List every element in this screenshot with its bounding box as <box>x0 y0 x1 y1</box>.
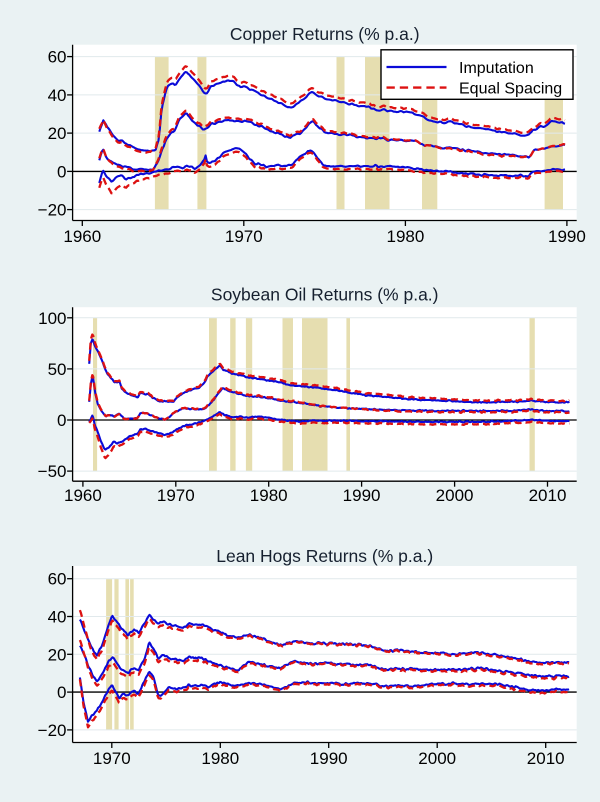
svg-text:Equal Spacing: Equal Spacing <box>459 81 562 98</box>
svg-text:100: 100 <box>38 309 66 328</box>
svg-text:2000: 2000 <box>436 486 474 505</box>
svg-text:1980: 1980 <box>386 227 424 246</box>
svg-text:−50: −50 <box>38 462 67 481</box>
svg-text:1970: 1970 <box>157 486 195 505</box>
svg-text:0: 0 <box>57 683 66 702</box>
svg-text:60: 60 <box>48 48 67 67</box>
svg-text:60: 60 <box>48 570 67 589</box>
svg-text:2010: 2010 <box>527 749 565 768</box>
svg-text:1970: 1970 <box>225 227 263 246</box>
svg-text:40: 40 <box>48 608 67 627</box>
svg-text:0: 0 <box>57 162 66 181</box>
svg-text:20: 20 <box>48 645 67 664</box>
svg-text:−20: −20 <box>38 721 67 740</box>
svg-text:Lean Hogs Returns (% p.a.): Lean Hogs Returns (% p.a.) <box>216 546 433 566</box>
svg-text:1990: 1990 <box>343 486 381 505</box>
svg-text:40: 40 <box>48 86 67 105</box>
svg-text:1980: 1980 <box>201 749 239 768</box>
svg-text:1990: 1990 <box>548 227 586 246</box>
svg-text:−20: −20 <box>38 201 67 220</box>
svg-text:2000: 2000 <box>418 749 456 768</box>
svg-text:Copper Returns (% p.a.): Copper Returns (% p.a.) <box>230 24 420 44</box>
svg-text:1980: 1980 <box>250 486 288 505</box>
svg-text:1960: 1960 <box>64 486 102 505</box>
svg-text:Soybean Oil Returns (% p.a.): Soybean Oil Returns (% p.a.) <box>211 285 439 305</box>
svg-text:1990: 1990 <box>310 749 348 768</box>
svg-text:20: 20 <box>48 124 67 143</box>
svg-text:50: 50 <box>48 360 67 379</box>
svg-text:1970: 1970 <box>93 749 131 768</box>
svg-text:0: 0 <box>57 411 66 430</box>
svg-text:1960: 1960 <box>63 227 101 246</box>
svg-text:2010: 2010 <box>529 486 567 505</box>
svg-text:Imputation: Imputation <box>459 60 534 77</box>
